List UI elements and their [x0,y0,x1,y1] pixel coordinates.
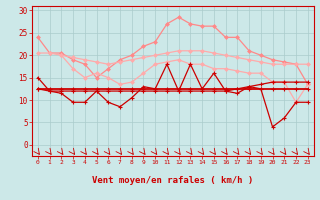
X-axis label: Vent moyen/en rafales ( km/h ): Vent moyen/en rafales ( km/h ) [92,176,253,185]
